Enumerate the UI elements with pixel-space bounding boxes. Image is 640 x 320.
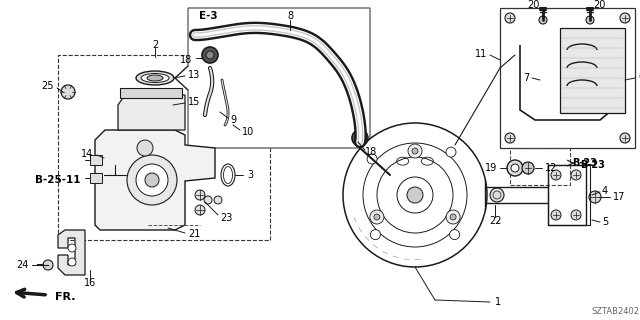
Ellipse shape: [108, 162, 122, 168]
Circle shape: [352, 130, 368, 146]
Circle shape: [505, 133, 515, 143]
Text: E-3: E-3: [199, 11, 218, 21]
Text: 20: 20: [593, 0, 605, 10]
Circle shape: [127, 155, 177, 205]
Text: 1: 1: [495, 297, 501, 307]
Circle shape: [446, 147, 456, 157]
Circle shape: [589, 191, 601, 203]
Ellipse shape: [141, 74, 169, 83]
Text: 19: 19: [484, 163, 497, 173]
Text: 11: 11: [475, 49, 487, 59]
Text: FR.: FR.: [55, 292, 76, 302]
Ellipse shape: [136, 71, 174, 85]
Text: B-25-11: B-25-11: [35, 175, 81, 185]
Circle shape: [68, 244, 76, 252]
Text: SZTAB2402: SZTAB2402: [592, 308, 640, 316]
Text: 21: 21: [188, 229, 200, 239]
Circle shape: [356, 134, 364, 142]
Polygon shape: [58, 230, 85, 275]
Text: 7: 7: [523, 73, 529, 83]
Circle shape: [202, 47, 218, 63]
Circle shape: [507, 160, 523, 176]
Ellipse shape: [137, 100, 173, 110]
Circle shape: [511, 164, 519, 172]
Circle shape: [450, 214, 456, 220]
Circle shape: [490, 188, 504, 202]
Circle shape: [449, 229, 460, 240]
Text: 15: 15: [188, 97, 200, 107]
Circle shape: [571, 170, 581, 180]
Text: 3: 3: [247, 170, 253, 180]
Circle shape: [374, 214, 380, 220]
Text: 25: 25: [42, 81, 54, 91]
Text: 12: 12: [545, 163, 557, 173]
Text: 10: 10: [242, 127, 254, 137]
Bar: [560, 28, 625, 113]
Bar: [58, 55, 270, 240]
Bar: [90, 155, 102, 165]
Circle shape: [195, 205, 205, 215]
Circle shape: [343, 123, 487, 267]
Bar: [510, 148, 570, 185]
Text: B-23: B-23: [580, 160, 605, 170]
Text: 17: 17: [613, 192, 625, 202]
Circle shape: [206, 51, 214, 59]
Circle shape: [407, 187, 423, 203]
Circle shape: [195, 190, 205, 200]
Text: 20: 20: [527, 0, 540, 10]
Text: 5: 5: [602, 217, 608, 227]
Text: 14: 14: [81, 149, 93, 159]
Text: 4: 4: [602, 186, 608, 196]
Text: 22: 22: [489, 216, 501, 226]
Circle shape: [204, 196, 212, 204]
Circle shape: [370, 210, 384, 224]
Bar: [548, 165, 586, 225]
Text: 23: 23: [220, 213, 232, 223]
Circle shape: [446, 210, 460, 224]
Circle shape: [61, 85, 75, 99]
Circle shape: [620, 13, 630, 23]
Polygon shape: [175, 8, 370, 148]
Circle shape: [571, 210, 581, 220]
Text: 8: 8: [287, 11, 293, 21]
Bar: [120, 88, 182, 98]
Text: 18: 18: [180, 55, 192, 65]
Circle shape: [522, 162, 534, 174]
Circle shape: [136, 164, 168, 196]
Bar: [500, 8, 635, 148]
Circle shape: [539, 16, 547, 24]
Polygon shape: [95, 130, 215, 230]
Text: 2: 2: [152, 40, 158, 50]
Text: 13: 13: [188, 70, 200, 80]
Circle shape: [371, 229, 380, 240]
Circle shape: [505, 13, 515, 23]
Circle shape: [137, 140, 153, 156]
Circle shape: [412, 148, 418, 154]
Text: B-23: B-23: [572, 158, 597, 168]
Text: 9: 9: [230, 115, 236, 125]
Circle shape: [367, 154, 377, 164]
Text: 16: 16: [84, 278, 96, 288]
Circle shape: [551, 210, 561, 220]
Text: 24: 24: [17, 260, 29, 270]
Ellipse shape: [143, 102, 167, 108]
Circle shape: [586, 16, 594, 24]
Circle shape: [68, 258, 76, 266]
Circle shape: [145, 173, 159, 187]
Ellipse shape: [147, 75, 163, 81]
Text: 6: 6: [638, 72, 640, 82]
Circle shape: [214, 196, 222, 204]
Circle shape: [408, 144, 422, 158]
Circle shape: [551, 170, 561, 180]
Text: 18: 18: [365, 147, 377, 157]
Circle shape: [620, 133, 630, 143]
Circle shape: [43, 260, 53, 270]
Polygon shape: [118, 95, 185, 130]
Bar: [90, 173, 102, 183]
Ellipse shape: [104, 160, 126, 170]
